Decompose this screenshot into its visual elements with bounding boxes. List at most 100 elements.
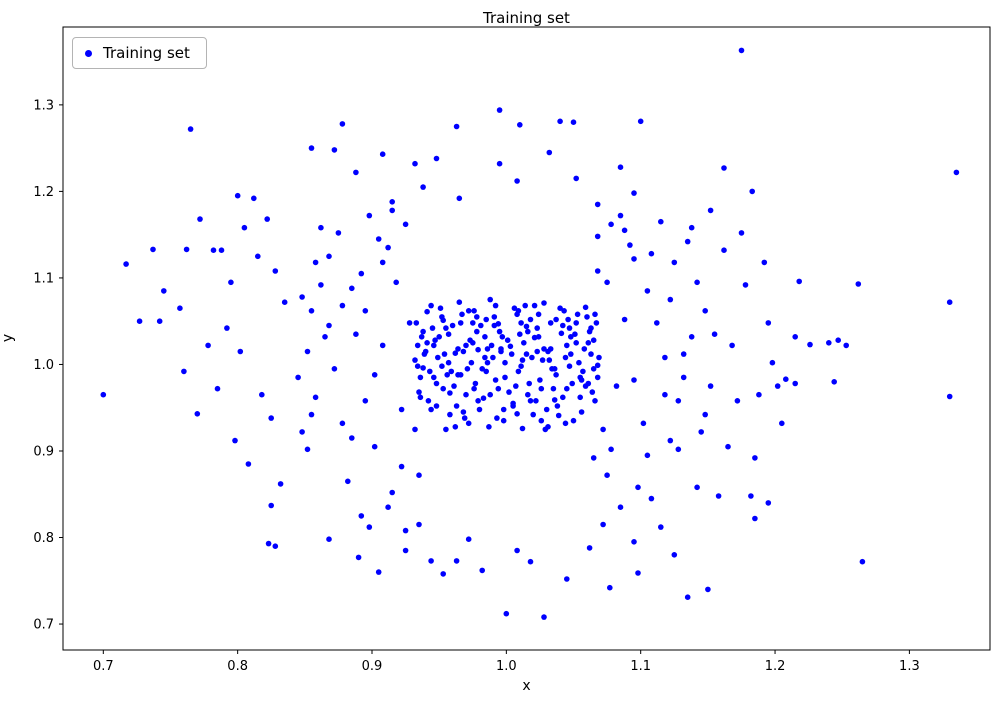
- data-point: [492, 377, 499, 383]
- data-point: [568, 351, 574, 357]
- data-point: [304, 348, 311, 355]
- data-point: [570, 417, 577, 424]
- data-point: [593, 320, 600, 326]
- data-point: [946, 393, 953, 400]
- data-point: [530, 411, 536, 418]
- data-point: [522, 302, 528, 309]
- data-point: [538, 385, 545, 392]
- data-point: [680, 351, 687, 357]
- chart-title: Training set: [483, 9, 570, 27]
- data-point: [779, 420, 785, 427]
- data-point: [635, 484, 641, 491]
- data-point: [268, 415, 275, 421]
- data-point: [232, 437, 238, 444]
- data-point: [831, 379, 837, 385]
- data-point: [420, 365, 426, 371]
- data-point: [545, 348, 551, 355]
- legend-label: Training set: [103, 44, 190, 62]
- data-point: [479, 567, 486, 574]
- data-point: [600, 521, 606, 528]
- data-point: [507, 343, 514, 350]
- data-point: [543, 406, 550, 413]
- data-point: [946, 299, 953, 306]
- data-point: [564, 385, 570, 392]
- data-point: [304, 446, 311, 453]
- data-point: [698, 429, 704, 435]
- data-point: [449, 322, 456, 329]
- data-point: [136, 318, 143, 325]
- data-point: [527, 558, 534, 565]
- data-point: [181, 368, 187, 375]
- y-tick-label: 1.0: [33, 358, 54, 373]
- data-point: [715, 493, 722, 499]
- data-point: [680, 374, 687, 381]
- data-point: [308, 145, 315, 151]
- data-point: [517, 122, 523, 128]
- data-point: [205, 342, 211, 349]
- data-point: [494, 415, 500, 421]
- data-point: [765, 320, 772, 326]
- data-point: [228, 279, 234, 286]
- data-point: [648, 250, 655, 257]
- data-point: [566, 325, 573, 331]
- data-point: [197, 216, 203, 222]
- data-point: [474, 328, 480, 335]
- data-point: [769, 359, 776, 366]
- data-point: [859, 558, 866, 565]
- data-point: [621, 227, 628, 234]
- data-point: [631, 190, 637, 196]
- data-point: [482, 354, 488, 361]
- data-point: [465, 308, 472, 314]
- data-point: [487, 296, 494, 303]
- data-point: [539, 357, 546, 363]
- data-point: [453, 123, 460, 130]
- data-point: [470, 340, 476, 346]
- data-point: [366, 524, 373, 530]
- data-point: [417, 374, 424, 381]
- data-point: [459, 311, 465, 318]
- data-point: [471, 308, 477, 314]
- data-point: [431, 374, 437, 381]
- data-point: [581, 346, 588, 352]
- data-point: [299, 294, 305, 300]
- data-point: [783, 376, 789, 383]
- data-point: [339, 420, 346, 427]
- data-point: [482, 334, 488, 340]
- data-point: [541, 300, 547, 306]
- data-point: [550, 385, 557, 392]
- legend-marker-dot-icon: [85, 49, 92, 57]
- data-point: [393, 279, 400, 286]
- data-point: [251, 195, 257, 202]
- data-point: [569, 380, 575, 387]
- data-point: [631, 539, 637, 545]
- data-point: [594, 362, 601, 369]
- data-point: [272, 268, 279, 274]
- data-point: [558, 330, 565, 337]
- data-point: [452, 350, 459, 357]
- data-point: [224, 325, 230, 331]
- data-point: [725, 443, 731, 450]
- data-point: [465, 420, 472, 427]
- data-point: [161, 288, 167, 294]
- data-point: [431, 342, 437, 349]
- data-point: [573, 320, 579, 326]
- data-point: [472, 380, 479, 387]
- y-tick-label: 0.8: [33, 531, 54, 546]
- data-point: [515, 368, 522, 375]
- data-point: [465, 536, 472, 542]
- data-point: [596, 354, 602, 361]
- x-tick-label: 0.9: [362, 659, 383, 674]
- data-point: [705, 586, 711, 593]
- data-point: [554, 403, 561, 409]
- data-point: [499, 334, 506, 340]
- data-point: [843, 342, 849, 349]
- data-point: [562, 420, 569, 427]
- data-point: [429, 325, 436, 331]
- data-point: [671, 259, 678, 266]
- data-point: [331, 366, 338, 372]
- data-point: [277, 481, 284, 487]
- data-point: [425, 398, 432, 404]
- data-point: [437, 305, 444, 312]
- data-point: [508, 351, 515, 357]
